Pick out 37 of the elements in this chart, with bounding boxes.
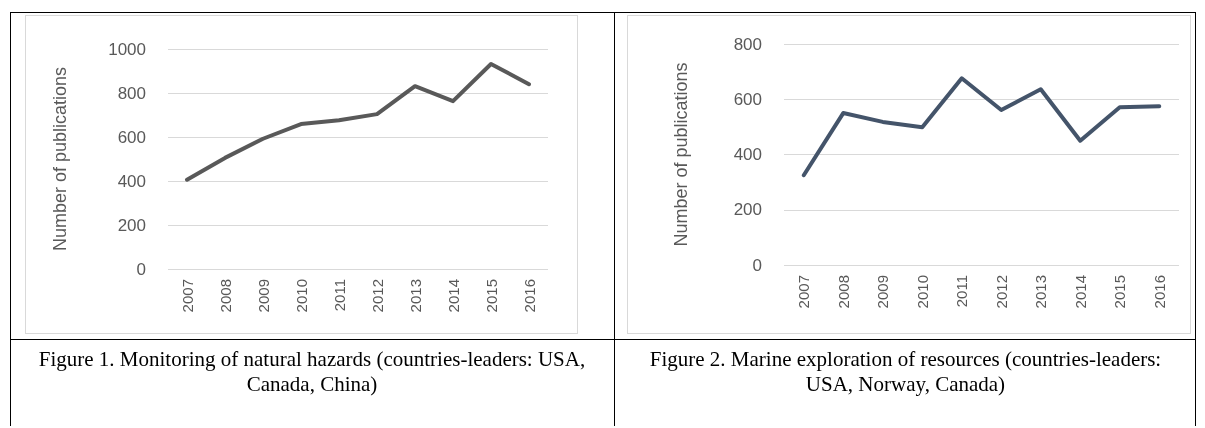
y-tick-label: 200 xyxy=(117,215,146,235)
x-tick-label: 2010 xyxy=(292,279,310,313)
y-tick-label: 600 xyxy=(733,89,762,109)
x-tick-label: 2013 xyxy=(406,279,424,313)
x-tick-label: 2011 xyxy=(330,279,348,312)
line-series xyxy=(801,76,1162,178)
y-tick-label: 400 xyxy=(733,145,762,164)
x-tick-label: 2016 xyxy=(1150,275,1168,309)
x-tick-label: 2014 xyxy=(444,279,462,313)
x-tick-label: 2014 xyxy=(1071,275,1089,309)
y-tick-label: 400 xyxy=(117,171,146,191)
x-tick-label: 2015 xyxy=(1111,275,1129,309)
y-axis-title: Number of publications xyxy=(50,66,70,252)
x-tick-label: 2009 xyxy=(874,275,892,309)
y-tick-label: 0 xyxy=(752,255,762,275)
caption: Figure 1. Monitoring of natural hazards (countries-leaders: USA, Canada, China) xyxy=(37,347,587,397)
x-tick-label: 2016 xyxy=(520,279,538,313)
x-tick-label: 2012 xyxy=(992,275,1010,309)
x-tick-label: 2010 xyxy=(913,275,931,309)
y-tick-label: 800 xyxy=(117,83,146,103)
x-tick-label: 2012 xyxy=(368,279,386,313)
caption: Figure 2. Marine exploration of resources (countries-leaders: USA, Norway, Canada) xyxy=(648,347,1163,397)
y-tick-label: 800 xyxy=(733,34,762,54)
x-tick-label: 2008 xyxy=(216,279,234,313)
y-tick-label: 200 xyxy=(733,200,762,220)
y-tick-label: 600 xyxy=(117,127,146,147)
x-tick-label: 2008 xyxy=(834,275,852,309)
x-tick-label: 2007 xyxy=(795,275,813,309)
x-tick-label: 2015 xyxy=(482,279,500,313)
y-tick-label: 1000 xyxy=(108,39,146,59)
y-tick-label: 0 xyxy=(136,259,146,279)
x-tick-label: 2013 xyxy=(1032,275,1050,309)
x-tick-label: 2009 xyxy=(254,279,272,313)
x-tick-label: 2011 xyxy=(953,275,971,308)
y-axis-title: Number of publications xyxy=(671,62,691,247)
line-series xyxy=(185,61,531,182)
x-tick-label: 2007 xyxy=(178,279,196,313)
